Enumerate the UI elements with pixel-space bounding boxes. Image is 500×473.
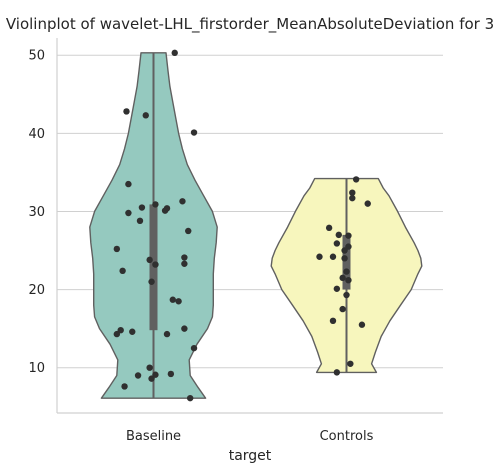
chart-title: Violinplot of wavelet-LHL_firstorder_Mea… [6,15,494,34]
data-point [358,321,366,328]
data-point [138,204,146,211]
data-point [185,227,192,235]
data-point [152,201,159,208]
iqr-box-controls [342,234,351,290]
data-point [186,394,194,402]
data-point [335,231,342,239]
data-point [329,253,337,260]
data-point [339,274,346,282]
data-point [347,360,354,367]
data-point [113,245,121,253]
data-point [169,296,176,303]
x-tick-label: Baseline [126,429,181,444]
data-point [146,364,153,371]
data-point [339,305,346,313]
data-point [152,261,159,268]
data-point [125,180,132,188]
data-point [175,298,182,305]
data-point [345,232,352,239]
data-point [171,49,178,57]
data-point [333,285,341,292]
x-axis-label: target [229,448,272,464]
data-point [333,369,341,376]
data-point [129,328,136,335]
data-point [121,383,128,390]
data-point [113,330,121,338]
y-tick-labels: 10 20 30 40 50 [28,49,45,377]
data-point [341,247,348,254]
data-point [190,129,198,136]
y-tick-label: 10 [28,361,45,376]
data-point [349,194,356,202]
data-point [117,326,124,334]
data-point [146,256,153,264]
data-point [345,243,352,250]
inner-boxes [149,52,351,399]
data-point [181,254,188,261]
data-point [163,205,171,212]
data-point [352,176,360,183]
data-point [190,344,198,352]
data-point [316,253,323,260]
violin-shapes [89,52,423,399]
data-points [113,49,371,402]
data-point [343,268,350,275]
data-point [181,325,188,332]
data-point [329,317,337,325]
data-point [123,108,130,115]
data-point [163,330,171,338]
y-tick-label: 20 [28,283,45,298]
data-point [349,189,356,196]
data-point [345,276,352,284]
x-tick-label: Controls [320,429,374,444]
data-point [134,372,142,379]
data-point [333,240,341,247]
data-point [119,267,126,275]
data-point [142,112,149,119]
data-point [148,375,155,382]
data-point [179,198,186,205]
data-point [181,260,188,267]
data-point [343,291,350,299]
x-tick-labels: Baseline Controls [126,429,374,444]
data-point [364,200,371,207]
data-point [341,255,348,262]
axes-frame [56,38,443,414]
data-point [136,217,144,225]
data-point [167,370,175,378]
y-tick-label: 40 [28,127,45,142]
data-point [125,209,132,217]
data-point [325,224,333,232]
data-point [152,371,159,378]
iqr-box-baseline [149,204,158,331]
y-tick-label: 30 [28,205,45,220]
y-tick-label: 50 [28,49,45,64]
data-point [148,278,155,285]
